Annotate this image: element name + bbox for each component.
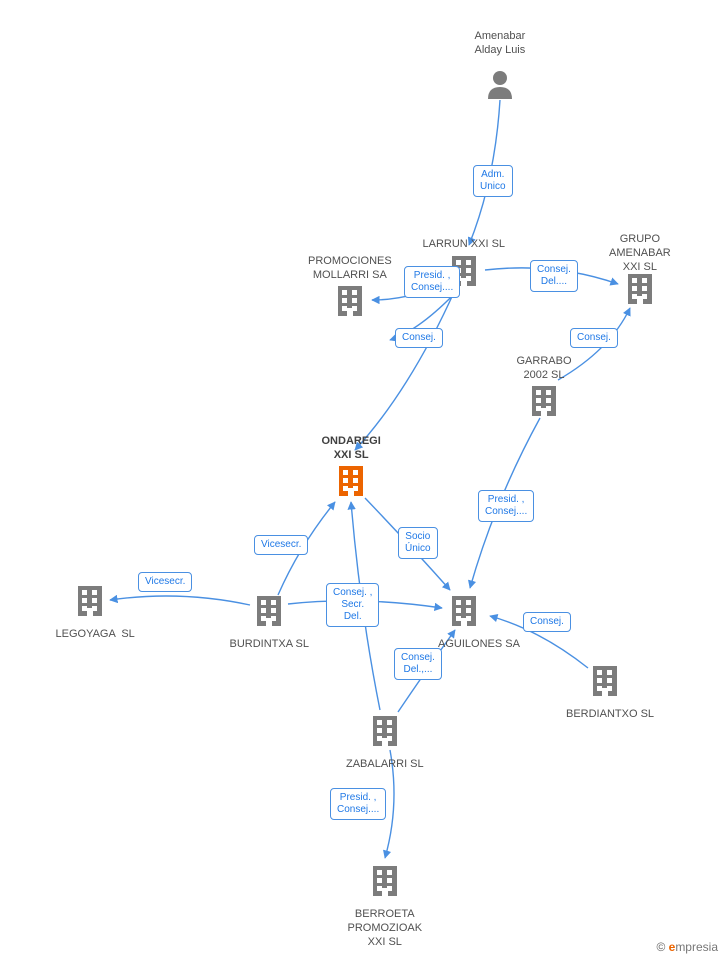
node-label: BURDINTXA SL xyxy=(230,638,309,652)
node-label: LARRUN XXI SL xyxy=(423,238,506,252)
building-icon xyxy=(373,866,397,896)
edge-label: Vicesecr. xyxy=(254,535,308,555)
copyright-symbol: © xyxy=(656,940,665,954)
edge-label: Consej. xyxy=(523,612,571,632)
building-icon xyxy=(593,666,617,696)
edge-label: Consej. , Secr. Del. xyxy=(326,583,379,627)
edge-label: Presid. , Consej.... xyxy=(478,490,534,522)
node-label: ONDAREGI XXI SL xyxy=(322,435,381,463)
edge-label: Vicesecr. xyxy=(138,572,192,592)
node-label: PROMOCIONES MOLLARRI SA xyxy=(308,255,392,283)
edge-label: Presid. , Consej.... xyxy=(330,788,386,820)
brand-rest: mpresia xyxy=(675,940,718,954)
person-icon xyxy=(488,71,512,99)
edge-label: Consej. Del.... xyxy=(530,260,578,292)
edge xyxy=(355,290,455,450)
building-icon xyxy=(257,596,281,626)
building-icon xyxy=(78,586,102,616)
footer-credit: © empresia xyxy=(656,940,718,954)
node-label: BERDIANTXO SL xyxy=(566,708,654,722)
node-label: AGUILONES SA xyxy=(438,638,520,652)
edge-label: Consej. xyxy=(395,328,443,348)
building-icon xyxy=(532,386,556,416)
node-label: Amenabar Alday Luis xyxy=(475,30,526,58)
building-icon xyxy=(373,716,397,746)
edge-label: Consej. Del.,... xyxy=(394,648,442,680)
building-icon xyxy=(338,286,362,316)
node-label: LEGOYAGA SL xyxy=(56,628,135,642)
edge-label: Socio Único xyxy=(398,527,438,559)
building-icon xyxy=(452,596,476,626)
node-label: ZABALARRI SL xyxy=(346,758,424,772)
edge-label: Adm. Unico xyxy=(473,165,513,197)
node-label: GARRABO 2002 SL xyxy=(517,355,572,383)
building-icon xyxy=(628,274,652,304)
node-label: BERROETA PROMOZIOAK XXI SL xyxy=(348,908,423,949)
edge-label: Consej. xyxy=(570,328,618,348)
edge xyxy=(110,596,250,605)
edge-label: Presid. , Consej.... xyxy=(404,266,460,298)
building-icon xyxy=(339,466,363,496)
node-label: GRUPO AMENABAR XXI SL xyxy=(609,233,671,274)
